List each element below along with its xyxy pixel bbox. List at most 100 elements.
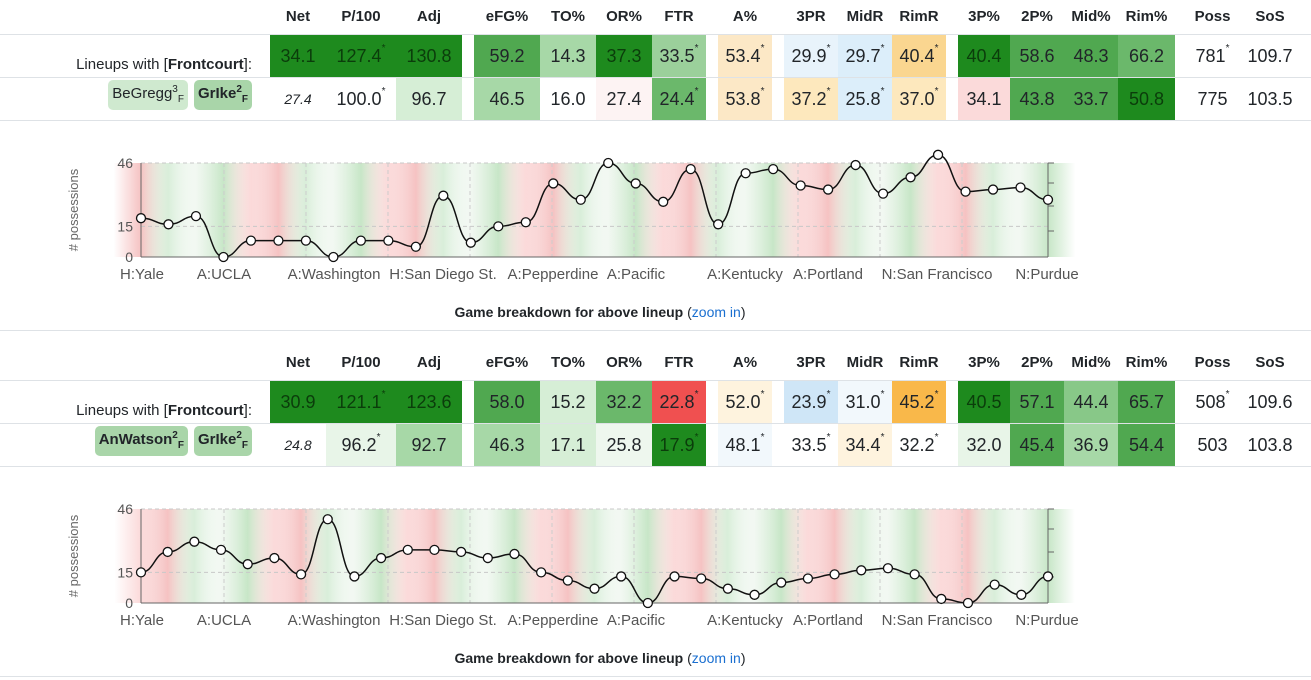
caption-text: Game breakdown for above lineup [454,304,684,320]
stat-cell-or: 27.4 [596,78,652,120]
stat-cell-net: 34.1 [270,35,326,77]
significance-marker: * [880,86,885,97]
stat-value: 14.3 [550,46,586,66]
stat-value: 53.4 [725,46,761,66]
possessions-chart: 46 15 0 # possessions H:Yale A:UCLA A:Washingt… [66,501,1079,629]
stat-value: 46.5 [489,89,525,109]
player-chip[interactable]: GrIke2F [193,80,252,110]
data-point [295,569,307,580]
data-point [962,597,974,609]
stat-value: 24.8 [284,437,312,453]
label-bold: Frontcourt [167,56,244,73]
player-chip[interactable]: AnWatson2F [94,426,188,456]
column-header: 2P% [1021,354,1053,371]
y-tick-label: 0 [125,595,133,611]
column-header: TO% [551,354,585,371]
stat-value: 48.3 [1073,46,1109,66]
row-divider [0,34,1311,35]
data-point [829,569,840,580]
player-class: 3 [172,84,178,95]
data-point [535,567,547,578]
data-point [242,559,253,570]
stat-value: 27.4 [284,91,312,107]
significance-marker: * [760,389,765,400]
player-class: 2 [236,84,242,95]
stat-cell-net: 30.9 [270,381,326,423]
stat-value: 23.9 [791,392,827,412]
zoom-in-link[interactable]: zoom in [691,650,741,666]
stat-value: 32.2 [606,392,642,412]
data-point [905,172,916,183]
column-header: Net [285,354,311,371]
x-tick-label: N:Purdue [1015,612,1078,629]
y-tick-label: 46 [117,501,133,517]
x-tick-label: A:Portland [793,612,863,629]
stat-cell-mid: 36.9 [1064,424,1118,466]
x-tick-label: A:Kentucky [707,612,783,629]
column-header: P/100 [341,354,381,371]
stat-cell-mid: 48.3 [1064,35,1118,77]
caption-text: Game breakdown for above lineup [454,650,684,666]
data-point [936,593,947,605]
stat-cell-2p: 57.1 [1010,381,1064,423]
data-point [218,251,229,263]
caption-paren-close: ) [740,304,746,320]
stat-value: 92.7 [411,435,447,455]
zoom-in-link[interactable]: zoom in [691,304,741,320]
column-header: 2P% [1021,8,1053,25]
stat-value: 17.9 [659,435,695,455]
data-point [548,178,559,189]
stat-cell-3pr: 23.9* [784,381,838,423]
caption-paren-close: ) [740,650,746,666]
stat-value: 48.1 [725,435,761,455]
x-tick-label: H:San Diego St. [389,266,497,283]
data-point [269,552,280,564]
data-point [383,235,394,246]
player-class: 2 [236,430,242,441]
stat-cell-or: 37.3 [596,35,652,77]
stat-cell-poss: 508* [1185,381,1240,423]
stat-cell-3pr: 29.9* [784,35,838,77]
column-header: FTR [664,8,694,25]
stat-value: 37.3 [606,46,642,66]
stat-value: 775 [1197,89,1228,109]
data-point [616,571,627,582]
data-point [882,563,894,574]
stat-cell-adj: 96.7 [396,78,462,120]
label-prefix: Lineups with [ [76,56,168,73]
stat-cell-a: 48.1* [718,424,772,466]
lineup-label: Lineups with [Frontcourt]: [0,56,252,73]
player-class: 2 [172,430,178,441]
stat-value: 65.7 [1128,392,1165,412]
chart-caption: Game breakdown for above lineup (zoom in… [0,650,1200,666]
data-point [438,190,449,201]
stat-value: 96.7 [411,89,447,109]
data-point [482,552,493,564]
stat-value: 109.7 [1247,46,1293,66]
stat-cell-rimr: 45.2* [892,381,946,423]
y-tick-label: 46 [117,155,133,171]
significance-marker: * [934,389,939,400]
stat-value: 40.5 [966,392,1002,412]
stat-cell-ftr: 22.8* [652,381,706,423]
data-point [989,579,1000,590]
player-chip[interactable]: BeGregg3F [108,80,188,110]
row-divider [0,423,1311,424]
stat-cell-net: 24.8 [270,424,326,466]
column-header: eFG% [485,8,529,25]
caption-paren-open: ( [683,650,692,666]
column-header: Net [285,8,311,25]
data-point [768,163,779,175]
data-point [589,583,600,594]
significance-marker: * [694,389,699,400]
stat-cell-adj: 123.6 [396,381,462,423]
y-tick-label: 15 [117,564,133,580]
stat-value: 40.4 [899,46,935,66]
stat-cell-to: 15.2 [540,381,596,423]
data-point [509,548,520,560]
significance-marker: * [826,432,831,443]
stat-cell-or: 32.2 [596,381,652,423]
player-chip[interactable]: GrIke2F [193,426,252,456]
stat-cell-p100: 100.0* [326,78,396,120]
label-suffix: ]: [243,402,252,419]
